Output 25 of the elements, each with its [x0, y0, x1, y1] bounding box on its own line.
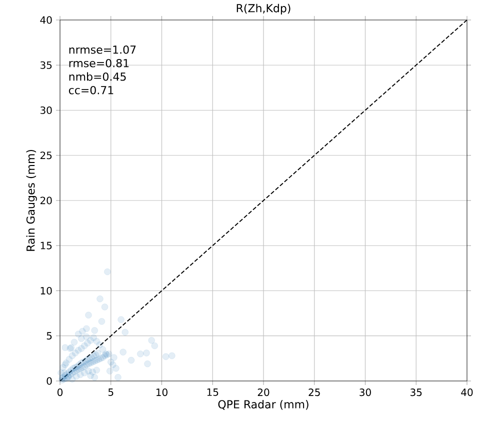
y-tick-label: 15 [40, 242, 52, 250]
y-tick-label: 5 [46, 332, 52, 340]
annotation: cc=0.71 [68, 86, 114, 94]
y-tick-label: 25 [40, 152, 52, 160]
x-tick-label: 25 [308, 388, 320, 396]
y-axis-title: Rain Gauges (mm) [26, 150, 37, 251]
x-tick-label: 20 [258, 388, 270, 396]
y-tick-label: 0 [46, 377, 52, 385]
y-tick-label: 20 [40, 196, 52, 204]
y-tick-label: 40 [40, 16, 52, 24]
x-axis-title: QPE Radar (mm) [218, 400, 308, 410]
x-tick-label: 40 [461, 388, 473, 396]
annotation: nmb=0.45 [69, 72, 126, 81]
y-tick-label: 10 [40, 286, 52, 295]
y-tick-label: 35 [40, 61, 52, 69]
y-tick-label: 30 [40, 106, 52, 114]
x-tick-label: 15 [207, 388, 218, 396]
x-tick-label: 30 [360, 388, 371, 396]
annotation: rmse=0.81 [69, 58, 129, 68]
x-tick-label: 5 [108, 388, 114, 396]
chart-title: R(Zh,Kdp) [236, 4, 290, 14]
x-tick-label: 10 [156, 388, 168, 396]
x-tick-label: 35 [410, 388, 422, 396]
x-tick-label: 0 [57, 388, 63, 396]
annotation: nrmse=1.07 [69, 45, 136, 54]
